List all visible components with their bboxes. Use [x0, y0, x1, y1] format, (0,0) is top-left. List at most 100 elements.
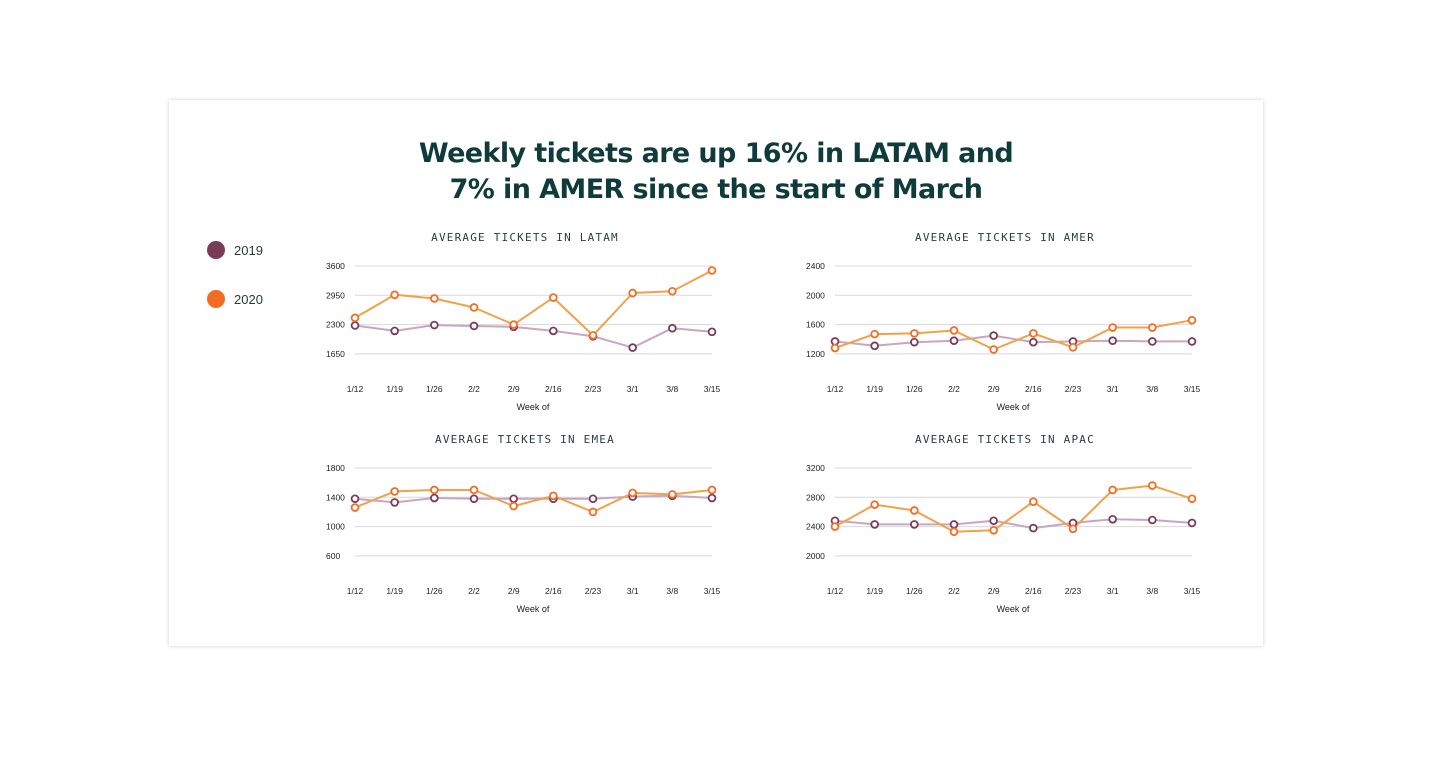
data-point-2020 [588, 331, 598, 340]
series-line-2020 [834, 484, 1193, 533]
data-point-2020 [509, 320, 518, 329]
legend-label-2020: 2020 [234, 291, 263, 307]
y-tick-label: 2950 [326, 290, 345, 300]
x-tick-label: 2/9 [988, 586, 1000, 596]
x-tick-label: 1/12 [347, 586, 364, 596]
chart-apac: AVERAGE TICKETS IN APAC 3200 2800 2400 2000 1… [806, 433, 1201, 614]
chart-latam: AVERAGE TICKETS IN LATAM 3600 2950 2300 1650… [326, 231, 721, 412]
data-point-2020 [870, 329, 879, 339]
data-point-2020 [1187, 494, 1197, 504]
y-tick-label: 2400 [806, 261, 825, 271]
y-tick-label: 2300 [326, 320, 345, 330]
chart-card: Weekly tickets are up 16% in LATAM and 7… [169, 100, 1263, 646]
data-point-2019 [469, 321, 479, 331]
headline-line-2: 7% in AMER since the start of March [449, 174, 983, 205]
x-tick-label: 1/26 [426, 384, 443, 394]
chart-title: AVERAGE TICKETS IN EMEA [435, 433, 615, 446]
headline: Weekly tickets are up 16% in LATAM and 7… [169, 136, 1263, 208]
data-point-2020 [350, 503, 360, 512]
data-point-2020 [668, 490, 677, 499]
data-point-2020 [1068, 524, 1078, 534]
data-point-2020 [1148, 481, 1157, 490]
data-point-2020 [1029, 497, 1038, 506]
data-point-2020 [707, 485, 717, 495]
data-point-2019 [1148, 337, 1157, 346]
data-point-2019 [910, 520, 919, 529]
x-tick-label: 1/19 [386, 384, 403, 394]
x-tick-label: 2/2 [948, 586, 960, 596]
series-line-2020 [354, 489, 713, 513]
y-tick-label: 1400 [326, 492, 345, 502]
x-tick-label: 1/26 [906, 384, 923, 394]
data-point-2019 [1108, 336, 1117, 346]
series-line-2019 [834, 518, 1193, 530]
data-point-2020 [430, 294, 439, 303]
data-point-2020 [469, 485, 479, 495]
data-point-2019 [949, 336, 959, 346]
y-tick-label: 1000 [326, 522, 345, 532]
series-line-2019 [834, 334, 1192, 347]
legend-swatch-2020 [207, 290, 225, 308]
data-point-2020 [830, 522, 840, 531]
x-axis-label: Week of [517, 402, 550, 412]
x-tick-label: 3/8 [1146, 384, 1158, 394]
y-tick-label: 3600 [326, 261, 345, 271]
data-point-2019 [430, 320, 439, 330]
data-point-2020 [430, 485, 439, 495]
x-axis-label: Week of [517, 604, 550, 614]
x-tick-label: 2/2 [948, 384, 960, 394]
x-tick-label: 1/12 [827, 586, 844, 596]
data-point-2019 [1029, 523, 1038, 533]
x-tick-label: 3/15 [704, 384, 721, 394]
data-point-2019 [707, 493, 717, 503]
x-tick-label: 3/8 [666, 586, 678, 596]
data-point-2020 [707, 266, 717, 275]
x-tick-label: 2/23 [1065, 586, 1082, 596]
y-tick-label: 1600 [806, 320, 825, 330]
x-tick-label: 3/1 [1107, 384, 1119, 394]
legend-swatch-2019 [207, 241, 225, 259]
series-line-2019 [354, 324, 713, 349]
x-tick-label: 3/8 [666, 384, 678, 394]
x-tick-label: 3/15 [1184, 586, 1201, 596]
x-tick-label: 1/26 [906, 586, 923, 596]
y-tick-label: 2400 [806, 522, 825, 532]
x-tick-label: 2/23 [585, 384, 602, 394]
x-tick-label: 1/26 [426, 586, 443, 596]
x-tick-label: 2/16 [545, 384, 562, 394]
data-point-2019 [870, 520, 879, 529]
legend-label-2019: 2019 [234, 242, 263, 258]
data-point-2020 [668, 286, 677, 296]
data-point-2020 [549, 293, 558, 302]
y-tick-label: 3200 [806, 463, 825, 473]
x-tick-label: 3/8 [1146, 586, 1158, 596]
data-point-2019 [989, 331, 998, 340]
data-point-2019 [628, 343, 637, 352]
data-point-2020 [870, 500, 879, 509]
data-point-2019 [1187, 337, 1197, 346]
x-tick-label: 2/23 [1065, 384, 1082, 394]
x-tick-label: 1/12 [347, 384, 364, 394]
data-point-2019 [910, 337, 919, 347]
data-point-2020 [989, 345, 998, 354]
data-point-2020 [1187, 315, 1197, 325]
data-point-2020 [949, 326, 959, 335]
x-tick-label: 2/16 [1025, 384, 1042, 394]
data-point-2020 [1029, 329, 1038, 338]
x-tick-label: 1/19 [866, 586, 883, 596]
data-point-2019 [949, 520, 959, 529]
data-point-2019 [509, 494, 518, 504]
x-tick-label: 2/2 [468, 586, 480, 596]
data-point-2020 [549, 491, 558, 501]
series-line-2020 [834, 319, 1193, 351]
data-point-2020 [910, 506, 919, 515]
x-tick-label: 2/16 [545, 586, 562, 596]
data-point-2019 [1187, 518, 1197, 528]
headline-line-1: Weekly tickets are up 16% in LATAM and [418, 138, 1014, 169]
data-point-2019 [1148, 515, 1157, 525]
legend-item-2019: 2019 [207, 238, 263, 262]
y-tick-label: 1650 [326, 349, 345, 359]
series-line-2020 [354, 269, 713, 337]
data-point-2019 [549, 326, 558, 336]
x-tick-label: 1/19 [866, 384, 883, 394]
